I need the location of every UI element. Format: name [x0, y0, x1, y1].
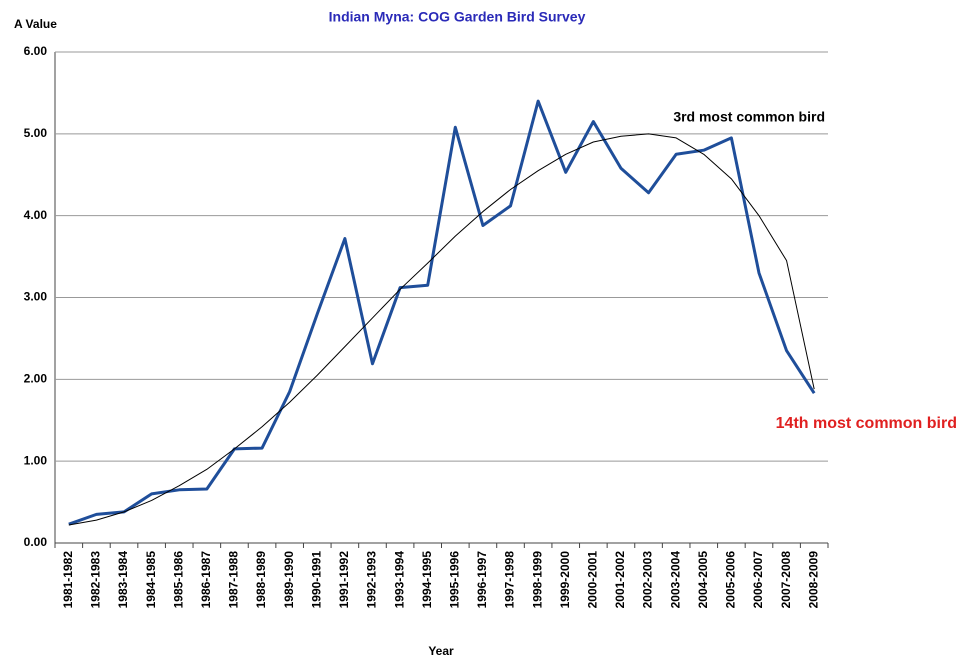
x-tick-label: 2006-2007: [751, 551, 765, 609]
y-tick-label: 0.00: [24, 535, 48, 549]
x-tick-label: 1982-1983: [89, 551, 103, 609]
x-tick-label: 1988-1989: [254, 551, 268, 609]
y-tick-label: 1.00: [24, 453, 48, 467]
x-tick-label: 2001-2002: [613, 551, 627, 609]
y-tick-label: 4.00: [24, 208, 48, 222]
x-tick-label: 2005-2006: [724, 551, 738, 609]
x-tick-label: 1992-1993: [365, 551, 379, 609]
x-tick-label: 2002-2003: [641, 551, 655, 609]
x-tick-label: 1986-1987: [199, 551, 213, 609]
x-tick-label: 2007-2008: [779, 551, 793, 609]
x-tick-label: 2003-2004: [668, 551, 682, 609]
data-line: [68, 99, 816, 526]
x-tick-label: 1993-1994: [392, 551, 406, 609]
y-tick-label: 5.00: [24, 126, 48, 140]
y-tick-label: 3.00: [24, 290, 48, 304]
chart-title: Indian Myna: COG Garden Bird Survey: [329, 9, 586, 25]
y-tick-label: 6.00: [24, 44, 48, 58]
annotation: 3rd most common bird: [673, 109, 825, 125]
y-axis-label: A Value: [14, 17, 57, 31]
x-tick-label: 2000-2001: [586, 551, 600, 609]
x-tick-label: 1995-1996: [447, 551, 461, 609]
y-tick-label: 2.00: [24, 372, 48, 386]
x-tick-label: 1998-1999: [530, 551, 544, 609]
x-tick-label: 1999-2000: [558, 551, 572, 609]
x-tick-label: 2004-2005: [696, 551, 710, 609]
x-tick-label: 1984-1985: [144, 551, 158, 609]
x-tick-label: 1996-1997: [475, 551, 489, 609]
x-axis-label: Year: [428, 644, 454, 658]
x-tick-label: 1994-1995: [420, 551, 434, 609]
x-tick-label: 1991-1992: [337, 551, 351, 609]
x-tick-label: 1997-1998: [503, 551, 517, 609]
x-tick-label: 1987-1988: [227, 551, 241, 609]
x-tick-label: 1985-1986: [171, 551, 185, 609]
x-tick-label: 1989-1990: [282, 551, 296, 609]
x-tick-label: 2008-2009: [806, 551, 820, 609]
x-tick-label: 1981-1982: [61, 551, 75, 609]
x-tick-label: 1983-1984: [116, 551, 130, 609]
annotation: 14th most common bird: [776, 415, 957, 432]
x-tick-label: 1990-1991: [309, 551, 323, 609]
trend-line: [68, 133, 815, 526]
